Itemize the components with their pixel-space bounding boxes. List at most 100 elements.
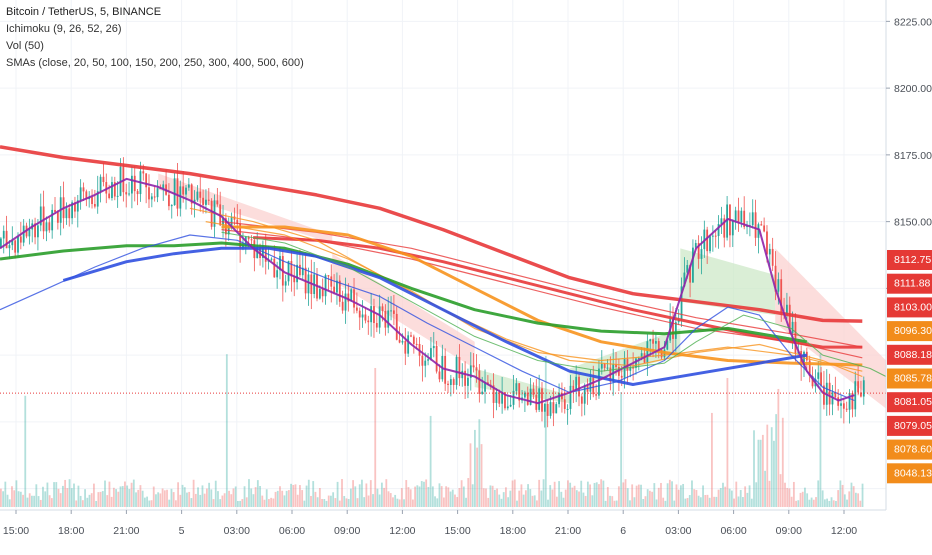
- candle-body: [56, 211, 59, 223]
- candle-body: [338, 280, 341, 302]
- volume-bar: [372, 494, 374, 507]
- candle-body: [230, 216, 233, 228]
- volume-bar: [469, 443, 472, 507]
- volume-bar: [841, 484, 844, 507]
- volume-bar: [347, 498, 350, 507]
- volume-bar: [163, 490, 166, 507]
- candle-body: [176, 178, 179, 209]
- volume-bar: [290, 483, 292, 507]
- volume-bar: [653, 483, 656, 507]
- volume-bar: [119, 486, 122, 507]
- volume-bar: [602, 480, 605, 507]
- volume-bar: [606, 487, 609, 507]
- price-label-box: [887, 415, 932, 436]
- volume-bar: [310, 495, 312, 507]
- volume-bar: [234, 486, 237, 507]
- volume-bar: [307, 479, 310, 507]
- volume-bar: [578, 491, 580, 507]
- candle-body: [464, 370, 467, 386]
- volume-bar: [826, 498, 828, 507]
- candle-body: [299, 264, 301, 276]
- volume-bar: [520, 484, 523, 507]
- candle-body: [179, 186, 182, 209]
- candle-body: [421, 355, 424, 366]
- volume-bar: [73, 483, 75, 507]
- volume-bar: [722, 482, 724, 507]
- volume-bar: [270, 497, 273, 507]
- volume-bar: [361, 479, 363, 507]
- volume-bar: [13, 490, 16, 507]
- candle-body: [111, 182, 113, 199]
- volume-bar: [487, 497, 490, 507]
- sma-line: [62, 246, 808, 386]
- candle-body: [125, 192, 128, 195]
- volume-bar: [57, 488, 60, 507]
- candle-body: [378, 306, 381, 328]
- volume-bar: [704, 495, 707, 507]
- candle-body: [541, 388, 543, 412]
- candle-body: [113, 182, 116, 197]
- volume-bar: [64, 479, 67, 507]
- volume-bar: [637, 484, 640, 507]
- volume-bar: [449, 491, 452, 507]
- price-label-text: 8085.78: [894, 373, 932, 385]
- volume-bar: [208, 482, 211, 507]
- sma-line: [205, 221, 863, 372]
- volume-bar: [35, 484, 38, 507]
- candle-body: [341, 301, 344, 311]
- candle-body: [689, 265, 691, 283]
- volume-bar: [166, 489, 168, 507]
- legend-ichimoku[interactable]: Ichimoku (9, 26, 52, 26): [6, 23, 122, 35]
- candle-body: [731, 221, 734, 236]
- volume-bar: [431, 486, 434, 507]
- volume-bar: [843, 494, 846, 507]
- volume-bar: [657, 487, 660, 507]
- candle-body: [860, 392, 862, 397]
- volume-bar: [458, 487, 461, 507]
- volume-bar: [489, 485, 492, 507]
- volume-bar: [352, 480, 354, 507]
- candle-body: [569, 385, 572, 409]
- volume-bar: [790, 496, 793, 507]
- candle-body: [492, 385, 495, 403]
- x-tick-label: 21:00: [555, 525, 581, 537]
- volume-bar: [861, 483, 864, 507]
- volume-bar: [117, 491, 120, 507]
- volume-bar: [857, 493, 860, 507]
- candle-body: [96, 191, 99, 207]
- volume-bar: [485, 488, 487, 507]
- volume-bar: [272, 498, 275, 507]
- volume-bar: [380, 482, 383, 507]
- volume-bar: [17, 491, 20, 507]
- x-tick-label: 5: [179, 525, 185, 537]
- volume-bar: [263, 499, 266, 507]
- candle-body: [680, 286, 683, 320]
- volume-bar: [99, 491, 102, 507]
- candle-body: [196, 191, 199, 200]
- sma-line: [221, 231, 887, 377]
- volume-bar: [53, 482, 55, 507]
- legend-vol[interactable]: Vol (50): [6, 40, 44, 52]
- candle-body: [387, 310, 390, 328]
- candle-body: [714, 235, 717, 237]
- sma-line: [221, 225, 863, 367]
- volume-bar: [547, 499, 549, 507]
- candle-body: [717, 224, 720, 237]
- volume-bar: [699, 497, 702, 507]
- volume-bar: [414, 486, 417, 507]
- candle-body: [37, 225, 39, 238]
- volume-bar: [59, 493, 62, 507]
- legend-symbol[interactable]: Bitcoin / TetherUS, 5, BINANCE: [6, 6, 162, 18]
- candle-body: [150, 196, 153, 200]
- volume-bar: [810, 497, 813, 507]
- candle-body: [632, 367, 635, 369]
- volume-bar: [84, 489, 86, 507]
- volume-bar: [93, 483, 95, 507]
- volume-bar: [33, 495, 36, 507]
- volume-bar: [502, 492, 505, 507]
- legend-smas[interactable]: SMAs (close, 20, 50, 100, 150, 200, 250,…: [6, 57, 304, 69]
- volume-bar: [474, 429, 476, 507]
- x-tick-label: 18:00: [500, 525, 526, 537]
- volume-bar: [369, 480, 372, 507]
